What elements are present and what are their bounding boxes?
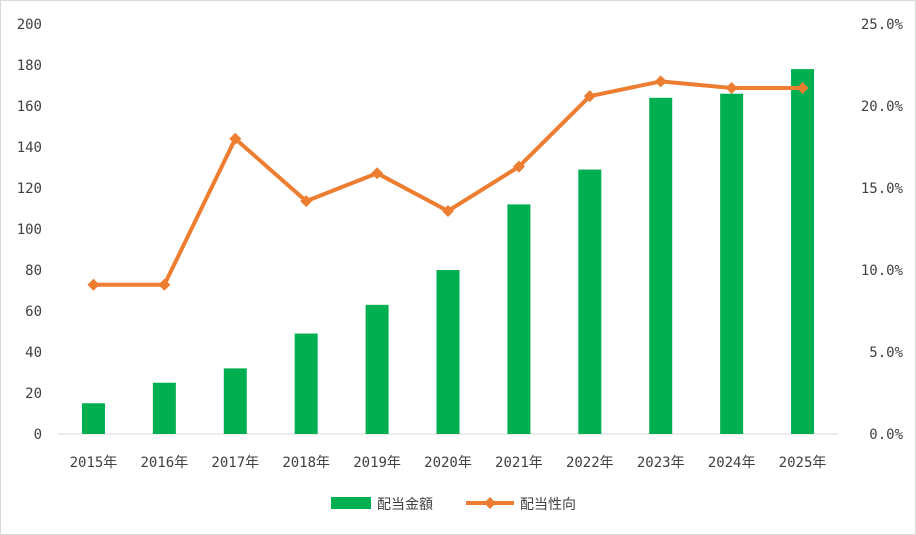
line-point-marker <box>796 81 809 94</box>
left-tick-label: 0 <box>34 427 42 443</box>
right-tick-label: 25.0% <box>861 17 904 33</box>
bar <box>507 204 531 434</box>
line-point-marker <box>158 278 171 291</box>
x-axis: 2015年 2016年 2017年 2018年 2019年 2020年 2021年 2022年… <box>70 455 827 471</box>
left-tick-label: 200 <box>17 17 42 33</box>
left-tick-label: 60 <box>25 304 42 320</box>
line-point-marker <box>725 81 738 94</box>
x-tick-label: 2023年 <box>637 455 685 471</box>
left-tick-label: 20 <box>25 386 42 402</box>
left-tick-label: 40 <box>25 345 42 361</box>
bar-series <box>81 69 815 435</box>
line-point-marker <box>583 90 596 103</box>
left-tick-label: 180 <box>17 58 42 74</box>
x-tick-label: 2021年 <box>495 455 543 471</box>
left-tick-label: 160 <box>17 99 42 115</box>
x-tick-label: 2025年 <box>779 455 827 471</box>
bar <box>720 93 744 434</box>
line-point-marker <box>512 160 525 173</box>
left-tick-label: 140 <box>17 140 42 156</box>
right-tick-label: 15.0% <box>861 181 904 197</box>
line-path <box>93 79 803 287</box>
line-point-marker <box>87 278 100 291</box>
right-axis: 0.0% 5.0% 10.0% 15.0% 20.0% 25.0% <box>861 17 904 443</box>
right-tick-label: 0.0% <box>869 427 903 443</box>
line-point-marker <box>229 132 242 145</box>
legend-swatch-bar <box>331 497 371 509</box>
left-tick-label: 80 <box>25 263 42 279</box>
x-tick-label: 2019年 <box>353 455 401 471</box>
line-point-marker <box>654 75 667 88</box>
right-tick-label: 10.0% <box>861 263 904 279</box>
left-tick-label: 100 <box>17 222 42 238</box>
bar <box>436 270 460 434</box>
line-point-marker <box>371 167 384 180</box>
bar <box>81 403 105 434</box>
right-tick-label: 5.0% <box>869 345 903 361</box>
bar <box>365 304 389 434</box>
legend: 配当金額 配当性向 <box>331 497 576 513</box>
x-tick-label: 2024年 <box>708 455 756 471</box>
x-tick-label: 2016年 <box>141 455 189 471</box>
x-tick-label: 2015年 <box>70 455 118 471</box>
legend-label-bar: 配当金額 <box>377 497 433 513</box>
left-axis: 0 20 40 60 80 100 120 140 160 180 200 <box>17 17 42 443</box>
line-point-marker <box>442 204 454 217</box>
line-series <box>87 75 809 291</box>
bar <box>649 97 673 435</box>
legend-label-line: 配当性向 <box>520 497 576 513</box>
x-tick-label: 2022年 <box>566 455 614 471</box>
bar <box>791 69 815 434</box>
x-tick-label: 2017年 <box>211 455 259 471</box>
bar <box>152 382 176 434</box>
bar <box>294 333 318 434</box>
right-tick-label: 20.0% <box>861 99 904 115</box>
x-tick-label: 2020年 <box>424 455 472 471</box>
x-tick-label: 2018年 <box>282 455 330 471</box>
bar <box>223 368 247 434</box>
bar <box>578 169 602 435</box>
line-point-marker <box>300 195 313 208</box>
legend-swatch-marker <box>484 497 496 509</box>
left-tick-label: 120 <box>17 181 42 197</box>
